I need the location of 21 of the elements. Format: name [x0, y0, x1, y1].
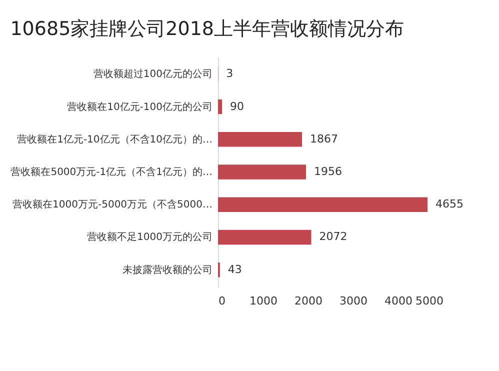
data-label: 1867	[310, 132, 338, 146]
chart-title: 10685家挂牌公司2018上半年营收额情况分布	[10, 18, 404, 40]
y-tick-label: 营收额不足1000万元的公司	[87, 231, 212, 244]
y-tick-label: 营收额在1亿元-10亿元（不含10亿元）的…	[17, 133, 212, 146]
data-label: 4655	[435, 198, 464, 211]
y-tick-label: 未披露营收额的公司	[122, 264, 212, 276]
x-tick-label: 2000	[294, 294, 322, 308]
x-tick-label: 3000	[340, 294, 368, 308]
x-tick-label: 1000	[250, 294, 278, 308]
y-tick-label: 营收额在10亿元-100亿元的公司	[67, 100, 212, 113]
data-label: 90	[230, 100, 244, 113]
x-tick-label: 0	[218, 294, 226, 308]
x-tick-label: 4000	[384, 294, 412, 308]
data-label: 2072	[319, 230, 348, 244]
y-tick-label: 营收额超过100亿元的公司	[93, 68, 212, 80]
y-tick-label: 营收额在5000万元-1亿元（不含1亿元）的…	[10, 166, 212, 178]
x-tick-label: 5000	[416, 294, 444, 308]
y-tick-label: 营收额在1000万元-5000万元（不含5000…	[12, 198, 212, 211]
data-label: 3	[226, 67, 234, 80]
data-label: 1956	[314, 165, 342, 178]
data-label: 43	[228, 262, 242, 276]
